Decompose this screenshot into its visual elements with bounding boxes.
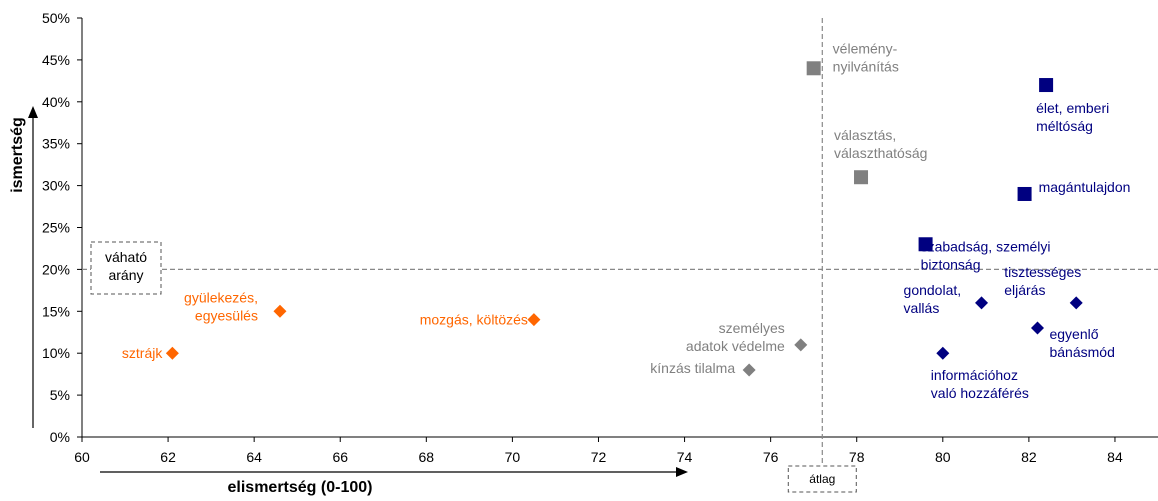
x-tick-label: 74 xyxy=(677,449,693,465)
x-tick-label: 64 xyxy=(246,449,262,465)
x-tick-label: 66 xyxy=(332,449,348,465)
data-point-square xyxy=(1039,78,1054,93)
y-tick-label: 45% xyxy=(42,52,70,68)
y-axis-title: ismertség xyxy=(9,117,26,193)
expected-ratio-label: váható arány xyxy=(105,249,147,283)
y-tick-label: 0% xyxy=(50,429,70,445)
x-tick-label: 70 xyxy=(505,449,521,465)
data-point-square xyxy=(854,170,869,185)
average-label-box xyxy=(787,465,857,493)
y-tick-label: 20% xyxy=(42,261,70,277)
average-label: átlag xyxy=(809,472,835,486)
data-point-diamond xyxy=(1030,321,1044,335)
y-tick-label: 15% xyxy=(42,303,70,319)
point-label: élet, emberi méltóság xyxy=(1036,100,1109,134)
point-label: tisztességes eljárás xyxy=(1004,264,1081,298)
point-label: információhoz való hozzáférés xyxy=(931,367,1029,401)
data-point-diamond xyxy=(975,296,989,310)
y-tick-label: 5% xyxy=(50,387,70,403)
point-label: sztrájk xyxy=(122,345,163,361)
x-tick-label: 84 xyxy=(1107,449,1123,465)
y-tick-label: 35% xyxy=(42,136,70,152)
data-point-diamond xyxy=(742,363,756,377)
x-tick-label: 68 xyxy=(419,449,435,465)
point-label: választás, választhatóság xyxy=(834,127,927,161)
point-label: egyenlő bánásmód xyxy=(1049,326,1114,360)
data-point-diamond xyxy=(936,346,950,360)
point-label: személyes adatok védelme xyxy=(686,320,785,354)
point-label: vélemény-nyilvánítás xyxy=(833,40,899,74)
point-label: szabadság, személyi biztonság xyxy=(921,238,1051,272)
point-label: gyülekezés, egyesülés xyxy=(184,289,258,323)
data-point-square xyxy=(806,61,821,76)
point-label: gondolat, vallás xyxy=(904,282,962,316)
y-tick-label: 40% xyxy=(42,94,70,110)
x-tick-label: 78 xyxy=(849,449,865,465)
y-axis-arrow-head xyxy=(28,106,38,118)
x-tick-label: 72 xyxy=(591,449,607,465)
x-tick-label: 62 xyxy=(160,449,176,465)
expected-ratio-label-box xyxy=(90,241,162,295)
data-point-square xyxy=(1017,186,1032,201)
y-tick-label: 10% xyxy=(42,345,70,361)
x-tick-label: 60 xyxy=(74,449,90,465)
y-tick-label: 50% xyxy=(42,10,70,26)
data-point-diamond xyxy=(165,346,179,360)
point-label: mozgás, költözés xyxy=(420,312,528,328)
x-axis-arrow-head xyxy=(676,467,688,477)
data-point-diamond xyxy=(1069,296,1083,310)
x-axis-title: elismertség (0-100) xyxy=(228,479,373,496)
x-tick-label: 80 xyxy=(935,449,951,465)
point-label: magántulajdon xyxy=(1039,179,1131,195)
y-tick-label: 30% xyxy=(42,178,70,194)
y-tick-label: 25% xyxy=(42,220,70,236)
data-point-square xyxy=(918,237,933,252)
data-point-diamond xyxy=(527,313,541,327)
point-label: kínzás tilalma xyxy=(650,360,735,376)
x-tick-label: 76 xyxy=(763,449,779,465)
data-point-diamond xyxy=(273,304,287,318)
data-point-diamond xyxy=(794,338,808,352)
x-tick-label: 82 xyxy=(1021,449,1037,465)
